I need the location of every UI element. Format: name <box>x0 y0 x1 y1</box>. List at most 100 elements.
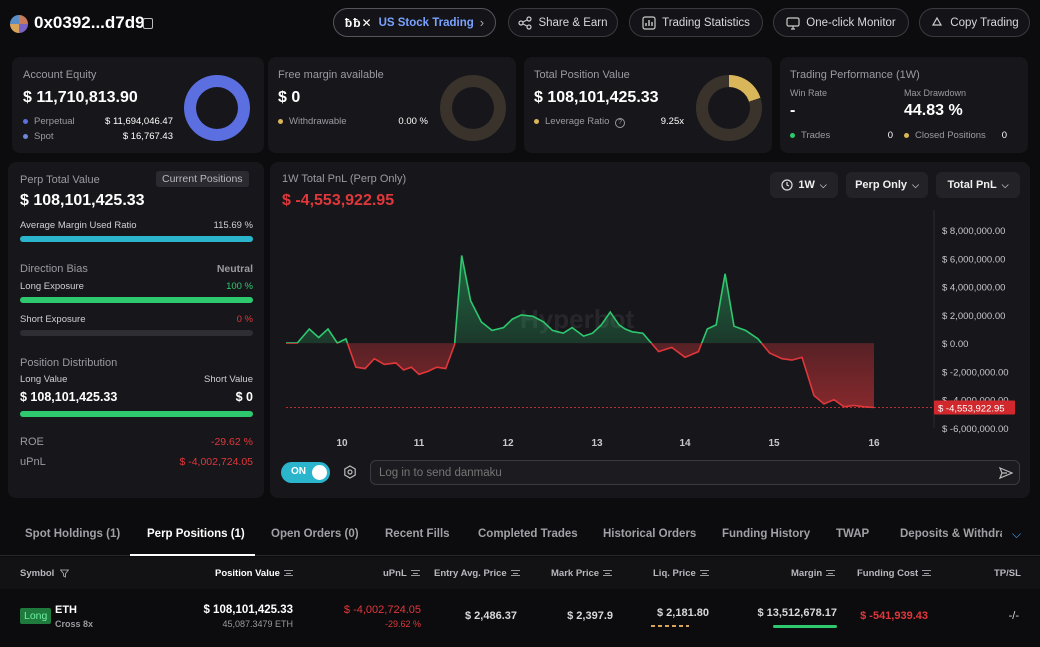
tab-0[interactable]: Spot Holdings (1) <box>25 528 121 540</box>
tab-5[interactable]: Historical Orders <box>603 528 697 540</box>
current-positions-badge: Current Positions <box>156 171 249 187</box>
tabs-more-icon[interactable]: ⌵ <box>1012 527 1022 541</box>
perpetual-value: $ 11,694,046.47 <box>105 116 173 127</box>
perp-total-title: Perp Total Value <box>20 174 100 186</box>
chevron-right-icon: › <box>479 15 485 30</box>
long-exposure-label: Long Exposure <box>20 281 84 292</box>
upnl-pct-cell: -29.62 % <box>384 619 421 629</box>
perpetual-label: Perpetual <box>34 116 75 127</box>
th-margin[interactable]: Margin <box>791 568 836 579</box>
account-equity-card: Account Equity $ 11,710,813.90 Perpetual… <box>12 57 264 153</box>
perpetual-dot <box>23 118 28 124</box>
leverage-label: Leverage Ratio <box>545 116 610 127</box>
th-upnl[interactable]: uPnL <box>383 568 420 579</box>
danmaku-toggle[interactable]: ON <box>281 462 330 483</box>
share-earn-button[interactable]: Share & Earn <box>508 8 618 37</box>
one-click-monitor-label: One-click Monitor <box>806 16 896 29</box>
account-equity-value: $ 11,710,813.90 <box>23 89 138 106</box>
recycle-icon <box>932 16 943 26</box>
pnl-chart-title: 1W Total PnL (Perp Only) <box>282 173 407 185</box>
distribution-bar <box>20 411 253 417</box>
sort-icon <box>922 570 932 577</box>
range-select[interactable]: 1W ⌵ <box>770 172 838 198</box>
trades-label: Trades <box>801 130 831 141</box>
copy-trading-button[interactable]: Copy Trading <box>919 8 1030 37</box>
tab-4[interactable]: Completed Trades <box>478 528 578 540</box>
side-badge: Long <box>20 608 52 624</box>
margin-ratio-label: Average Margin Used Ratio <box>20 220 137 231</box>
trading-statistics-button[interactable]: Trading Statistics <box>629 8 763 37</box>
leverage-donut <box>696 75 762 141</box>
total-position-card: Total Position Value $ 108,101,425.33 Le… <box>524 57 772 153</box>
total-position-value: $ 108,101,425.33 <box>534 89 659 106</box>
short-value-label: Short Value <box>204 374 253 385</box>
upnl-cell: $ -4,002,724.05 <box>343 604 421 616</box>
th-liq-price[interactable]: Liq. Price <box>653 568 709 579</box>
us-stock-trading-button[interactable]: ƀƀ✕ US Stock Trading › <box>333 8 496 37</box>
x-tick-label: 14 <box>679 438 691 449</box>
bar-chart-icon <box>642 15 656 30</box>
margin-ratio-bar <box>20 236 253 242</box>
cross-leverage: Cross 8x <box>55 619 94 629</box>
perp-only-label: Perp Only <box>855 179 908 191</box>
performance-title: Trading Performance (1W) <box>790 69 920 81</box>
win-rate-label: Win Rate <box>790 88 828 98</box>
closed-label: Closed Positions <box>915 130 986 141</box>
withdrawable-dot <box>278 118 283 124</box>
short-amount: $ 0 <box>235 390 253 404</box>
perp-only-select[interactable]: Perp Only ⌵ <box>846 172 928 198</box>
tab-3[interactable]: Recent Fills <box>385 528 450 540</box>
sort-icon <box>510 570 520 577</box>
active-tab-underline <box>130 554 255 556</box>
share-earn-label: Share & Earn <box>538 16 608 29</box>
th-funding-cost[interactable]: Funding Cost <box>857 568 932 579</box>
pnl-chart: Hyperbot $ 8,000,000.00$ 6,000,000.00$ 4… <box>286 210 1015 449</box>
danmaku-input[interactable] <box>379 464 979 481</box>
y-tick-label: $ 4,000,000.00 <box>942 283 1005 294</box>
x-tick-label: 16 <box>868 438 880 449</box>
sort-icon <box>283 570 293 577</box>
filter-icon[interactable] <box>59 569 70 578</box>
margin-bar <box>773 625 837 628</box>
equity-donut <box>184 75 250 141</box>
danmaku-settings-icon[interactable] <box>343 465 357 479</box>
wallet-address: 0x0392...d7d9 <box>34 13 145 32</box>
spot-dot <box>23 133 28 139</box>
table-header-bg <box>0 557 1040 589</box>
last-value-label: $ -4,553,922.95 <box>938 404 1005 415</box>
send-icon[interactable] <box>999 466 1013 480</box>
coin-name[interactable]: ETH <box>55 604 77 616</box>
tab-8[interactable]: Deposits & Withdrav <box>900 528 1002 540</box>
th-entry-price[interactable]: Entry Avg. Price <box>434 568 520 579</box>
liq-risk-indicator <box>651 625 689 627</box>
promo-label: US Stock Trading <box>378 16 474 29</box>
mark-price-cell: $ 2,397.9 <box>567 610 613 622</box>
tab-6[interactable]: Funding History <box>722 528 811 540</box>
tab-1[interactable]: Perp Positions (1) <box>147 528 245 540</box>
spot-row: Spot $ 16,767.43 <box>23 131 173 142</box>
max-drawdown-label: Max Drawdown <box>904 88 967 98</box>
pnl-chart-panel: 1W Total PnL (Perp Only) $ -4,553,922.95… <box>270 162 1030 498</box>
th-position-value[interactable]: Position Value <box>215 568 293 579</box>
th-mark-price[interactable]: Mark Price <box>551 568 613 579</box>
liq-price-cell: $ 2,181.80 <box>657 607 709 619</box>
tab-2[interactable]: Open Orders (0) <box>271 528 359 540</box>
x-tick-label: 10 <box>336 438 348 449</box>
y-tick-label: $ 8,000,000.00 <box>942 226 1005 237</box>
free-margin-donut <box>440 75 506 141</box>
total-pnl-select[interactable]: Total PnL ⌵ <box>936 172 1020 198</box>
margin-cell: $ 13,512,678.17 <box>757 607 837 619</box>
help-icon[interactable]: ? <box>615 118 626 128</box>
free-margin-value: $ 0 <box>278 89 301 106</box>
trading-statistics-label: Trading Statistics <box>662 16 750 29</box>
pnl-chart-value: $ -4,553,922.95 <box>282 192 395 209</box>
chevron-down-icon: ⌵ <box>912 179 919 190</box>
one-click-monitor-button[interactable]: One-click Monitor <box>773 8 909 37</box>
tab-7[interactable]: TWAP <box>836 528 870 540</box>
x-tick-label: 13 <box>591 438 603 449</box>
avatar <box>10 15 28 33</box>
th-symbol[interactable]: Symbol <box>20 568 70 579</box>
long-exposure-bar <box>20 297 253 303</box>
copy-icon[interactable] <box>143 18 153 29</box>
tpsl-cell[interactable]: -/- <box>1008 610 1019 622</box>
